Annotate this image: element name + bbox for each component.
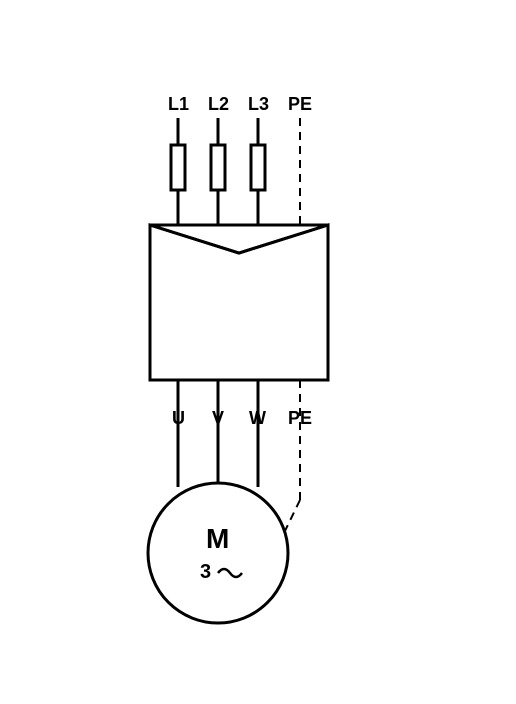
- label-L1: L1: [168, 94, 189, 115]
- label-PE-top: PE: [288, 94, 312, 115]
- motor-label-3: 3: [200, 561, 211, 584]
- fuse-L1: [171, 145, 185, 190]
- label-V: V: [212, 408, 224, 429]
- label-L3: L3: [248, 94, 269, 115]
- diagram-container: L1 L2 L3 PE U V W PE M 3: [0, 0, 516, 704]
- label-L2: L2: [208, 94, 229, 115]
- fuse-L2: [211, 145, 225, 190]
- label-PE-bottom: PE: [288, 408, 312, 429]
- label-W: W: [249, 408, 266, 429]
- motor-label-M: M: [206, 523, 229, 555]
- label-U: U: [172, 408, 185, 429]
- vfd-box: [150, 225, 328, 380]
- fuse-L3: [251, 145, 265, 190]
